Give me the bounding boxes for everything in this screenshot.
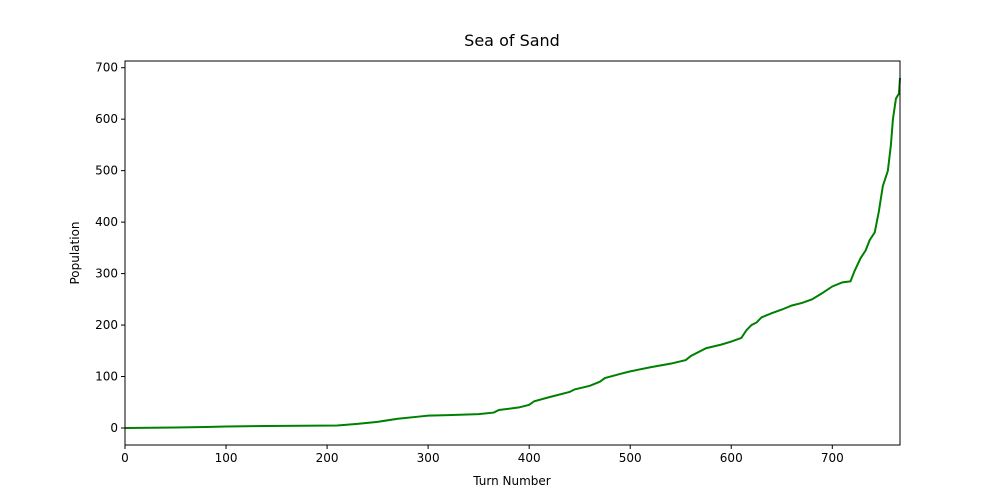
y-tick-label: 400 bbox=[95, 215, 118, 229]
x-tick-label: 400 bbox=[518, 451, 541, 465]
y-axis-label: Population bbox=[68, 221, 82, 284]
x-axis-label: Turn Number bbox=[472, 474, 551, 488]
y-tick-label: 700 bbox=[95, 61, 118, 75]
x-tick-label: 0 bbox=[121, 451, 129, 465]
x-tick-label: 300 bbox=[417, 451, 440, 465]
x-tick-label: 700 bbox=[821, 451, 844, 465]
y-tick-label: 300 bbox=[95, 267, 118, 281]
x-tick-label: 500 bbox=[619, 451, 642, 465]
y-tick-label: 500 bbox=[95, 164, 118, 178]
plot-area bbox=[124, 77, 901, 430]
x-tick-label: 600 bbox=[720, 451, 743, 465]
x-tick-label: 100 bbox=[215, 451, 238, 465]
y-tick-label: 600 bbox=[95, 112, 118, 126]
axes-frame bbox=[124, 60, 901, 446]
y-tick-label: 200 bbox=[95, 318, 118, 332]
y-tick-label: 0 bbox=[110, 421, 118, 435]
data-line bbox=[124, 77, 901, 430]
x-tick-label: 200 bbox=[316, 451, 339, 465]
chart-title: Sea of Sand bbox=[464, 31, 560, 50]
y-tick-label: 100 bbox=[95, 370, 118, 384]
